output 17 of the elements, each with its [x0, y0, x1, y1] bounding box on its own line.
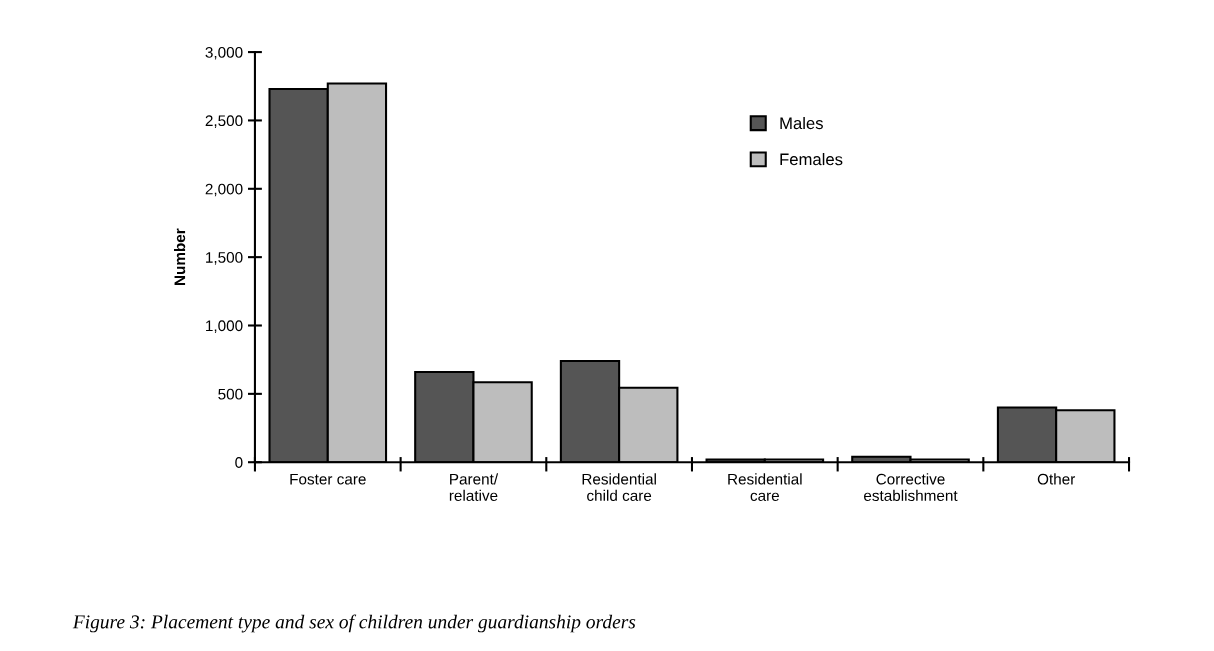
- x-tick-label: Foster care: [290, 473, 366, 485]
- x-tick-label: Residential care: [728, 473, 802, 501]
- y-tick-label: 2,500: [205, 115, 243, 128]
- y-axis-title: Number: [174, 228, 186, 285]
- y-tick-label: 0: [235, 457, 243, 468]
- legend-label: Males: [780, 116, 823, 130]
- y-tick-label: 500: [218, 388, 243, 400]
- x-tick-label: Corrective establishment: [864, 473, 958, 501]
- legend-label: Females: [780, 153, 843, 166]
- y-tick-label: 1,000: [206, 320, 243, 333]
- text: Figure 3: Placement type and sex of children under guardianship orders: [72, 614, 636, 633]
- x-tick-label: Parent/ relative: [449, 473, 499, 501]
- y-tick-label: 1,500: [206, 252, 243, 265]
- x-tick-label: Other: [1037, 473, 1076, 485]
- y-tick-label: 2,000: [205, 183, 243, 197]
- y-tick-label: 3,000: [205, 46, 243, 60]
- x-tick-label: Residential child care: [582, 473, 656, 501]
